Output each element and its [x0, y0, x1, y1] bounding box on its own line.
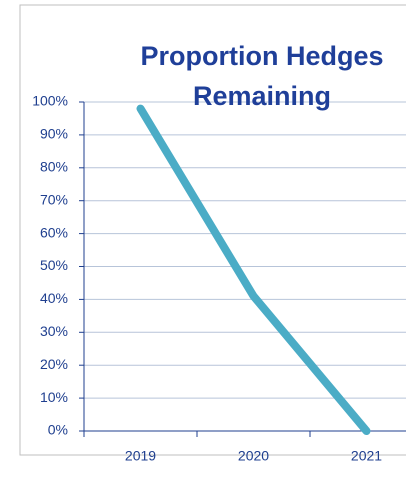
- y-tick-label: 80%: [40, 159, 68, 175]
- chart-frame: [19, 4, 406, 456]
- y-tick-label: 90%: [40, 126, 68, 142]
- y-tick-label: 0%: [48, 422, 68, 438]
- x-tick-label: 2021: [351, 448, 382, 464]
- y-tick-label: 70%: [40, 191, 68, 207]
- y-tick-label: 40%: [40, 290, 68, 306]
- y-tick-label: 30%: [40, 323, 68, 339]
- y-tick-label: 20%: [40, 356, 68, 372]
- y-tick-label: 100%: [32, 93, 68, 109]
- data-line: [136, 104, 371, 435]
- y-tick-label: 10%: [40, 389, 68, 405]
- y-tick-label: 60%: [40, 224, 68, 240]
- x-tick-label: 2020: [238, 448, 269, 464]
- chart-title: Proportion Hedges Remaining: [140, 41, 384, 111]
- x-tick-label: 2019: [125, 448, 156, 464]
- y-tick-label: 50%: [40, 257, 68, 273]
